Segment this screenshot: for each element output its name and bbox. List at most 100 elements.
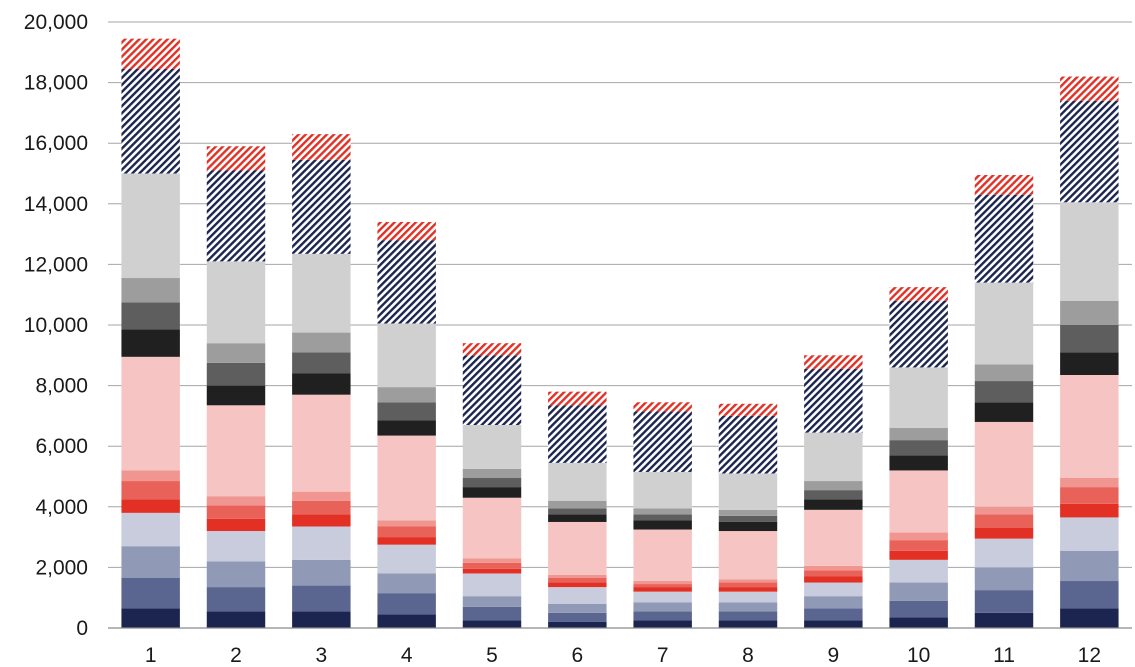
- bar-segment: [974, 402, 1034, 422]
- bar-segment: [1060, 325, 1119, 353]
- bar-segment: [633, 587, 692, 592]
- bar-segment: [377, 387, 436, 403]
- bar-segment: [462, 596, 522, 607]
- bar-segment: [889, 470, 948, 533]
- bar-segment: [206, 385, 266, 406]
- bar-segment: [1060, 202, 1119, 301]
- bar-segment: [206, 518, 266, 532]
- bar-segment: [377, 323, 436, 388]
- x-tick-label: 3: [315, 644, 327, 667]
- x-tick-label: 7: [657, 644, 669, 667]
- bar-segment: [377, 240, 436, 324]
- bar-segment: [462, 355, 522, 425]
- bar-segment: [633, 584, 692, 588]
- y-tick-label: 2,000: [35, 556, 88, 579]
- y-tick-label: 16,000: [24, 132, 88, 155]
- bar-segment: [462, 620, 522, 628]
- bar-segment: [804, 570, 863, 577]
- bar-segment: [718, 473, 778, 510]
- bar-segment: [633, 471, 692, 509]
- bar-segment: [1060, 608, 1119, 628]
- bar-segment: [718, 415, 778, 474]
- bar-segment: [633, 602, 692, 612]
- bar-segment: [462, 343, 522, 356]
- x-tick-label: 11: [993, 644, 1015, 667]
- bar-segment: [377, 420, 436, 436]
- bar-segment: [974, 282, 1034, 365]
- bar-segment: [974, 514, 1034, 529]
- bar-segment: [633, 520, 692, 530]
- x-tick-label: 2: [230, 644, 242, 667]
- bar-segment: [121, 512, 180, 547]
- bar-segment: [718, 579, 778, 583]
- bar-segment: [121, 481, 180, 500]
- bar-segment: [292, 514, 351, 527]
- bar-segment: [889, 550, 948, 560]
- bar-segment: [377, 221, 436, 241]
- bar-segment: [206, 496, 266, 506]
- bar-segment: [633, 581, 692, 585]
- bar-segment: [462, 487, 522, 498]
- y-tick-label: 0: [76, 617, 88, 640]
- bar-segment: [206, 362, 266, 386]
- bar-segment: [548, 391, 607, 406]
- x-tick-label: 6: [571, 644, 583, 667]
- bar-segment: [974, 612, 1034, 628]
- y-tick-label: 6,000: [35, 435, 88, 458]
- bar-segment: [889, 582, 948, 601]
- bar-segment: [121, 38, 180, 69]
- bar-segment: [548, 405, 607, 463]
- bar-segment: [377, 537, 436, 545]
- bar-segment: [206, 170, 266, 262]
- bar-segment: [889, 300, 948, 368]
- bar-segment: [1060, 100, 1119, 203]
- bar-segment: [206, 611, 266, 628]
- bar-segment: [206, 261, 266, 344]
- bar-segment: [462, 424, 522, 469]
- bar-segment: [292, 559, 351, 586]
- bar-segment: [292, 526, 351, 560]
- bar-segment: [292, 394, 351, 492]
- bar-segment: [377, 593, 436, 615]
- x-tick-label: 9: [827, 644, 839, 667]
- bar-segment: [121, 329, 180, 357]
- bar-segment: [548, 462, 607, 501]
- bar-segment: [889, 455, 948, 471]
- bar-segment: [1060, 503, 1119, 518]
- bar-segment: [377, 402, 436, 421]
- bar-segment: [548, 508, 607, 515]
- bar-segment: [889, 617, 948, 628]
- bar-segment: [804, 432, 863, 482]
- y-tick-label: 12,000: [24, 253, 88, 276]
- bar-segment: [974, 364, 1034, 382]
- bar-segment: [1060, 517, 1119, 551]
- bar-segment: [292, 585, 351, 612]
- bar-segment: [718, 521, 778, 532]
- bar-segment: [462, 558, 522, 563]
- bar-segment: [974, 506, 1034, 515]
- bar-segment: [889, 367, 948, 429]
- bar-segment: [206, 405, 266, 497]
- bar-segment: [462, 497, 522, 559]
- bar-segment: [1060, 487, 1119, 504]
- bar-segment: [1060, 550, 1119, 582]
- bar-segment: [292, 134, 351, 160]
- x-tick-label: 1: [145, 644, 157, 667]
- bar-segment: [548, 521, 607, 575]
- bar-segment: [292, 611, 351, 628]
- bar-segment: [548, 603, 607, 613]
- bar-segment: [1060, 581, 1119, 609]
- bar-segment: [804, 368, 863, 433]
- bar-segment: [377, 520, 436, 527]
- x-tick-label: 5: [486, 644, 498, 667]
- bar-segment: [1060, 478, 1119, 488]
- bar-segment: [121, 302, 180, 330]
- bar-segment: [974, 175, 1034, 195]
- bar-segment: [121, 608, 180, 628]
- gridlines: [108, 21, 1132, 568]
- bar-segment: [718, 587, 778, 592]
- bar-segment: [292, 373, 351, 395]
- y-tick-label: 14,000: [24, 193, 88, 216]
- bar-segment: [718, 602, 778, 612]
